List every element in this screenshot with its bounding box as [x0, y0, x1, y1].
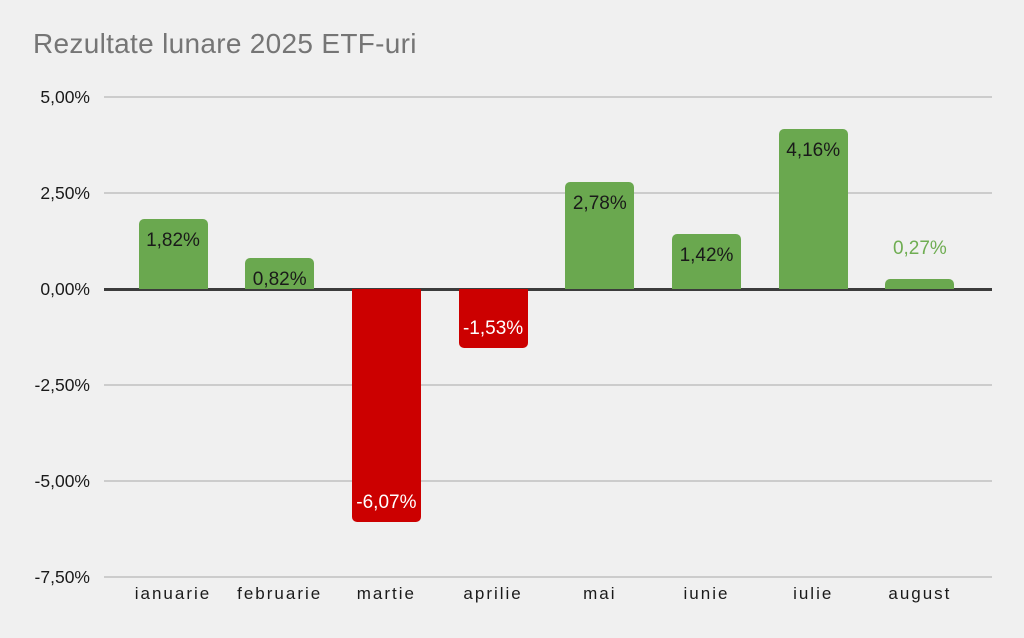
- x-axis-category-label: iulie: [793, 584, 834, 603]
- x-axis-category-label: ianuarie: [134, 584, 212, 603]
- gridline: [104, 96, 992, 98]
- gridline: [104, 576, 992, 578]
- bar-februarie: [245, 257, 315, 289]
- y-axis-tick-label: -7,50%: [34, 567, 90, 587]
- x-axis-category-label: februarie: [237, 584, 323, 603]
- chart-title: Rezultate lunare 2025 ETF-uri: [33, 28, 417, 59]
- bar-august: [885, 278, 955, 289]
- x-axis-category-label: iunie: [683, 584, 730, 603]
- bar-mai: [565, 182, 635, 289]
- y-axis-tick-label: 5,00%: [40, 87, 90, 107]
- gridline: [104, 192, 992, 194]
- bar-value-label: 2,78%: [572, 193, 627, 215]
- bar-value-label: 1,42%: [679, 245, 734, 267]
- bar-iulie: [778, 129, 848, 289]
- x-axis-category-label: mai: [583, 584, 617, 603]
- bar-value-label: 0,82%: [252, 268, 307, 290]
- gridline: [104, 480, 992, 482]
- y-axis-tick-label: -2,50%: [34, 375, 90, 395]
- x-axis-category-label: august: [888, 584, 952, 603]
- bar-value-label: -1,53%: [462, 317, 524, 339]
- y-axis-tick-label: 2,50%: [40, 183, 90, 203]
- bar-aprilie: [458, 289, 528, 348]
- bar-ianuarie: [138, 219, 208, 289]
- zero-axis-line: [104, 287, 992, 291]
- gridline: [104, 384, 992, 386]
- bar-value-label: 0,27%: [892, 237, 947, 259]
- bar-value-label: 1,82%: [146, 230, 200, 252]
- bar-value-label: 4,16%: [786, 140, 841, 162]
- y-axis-tick-label: 0,00%: [40, 279, 90, 299]
- x-axis-category-label: martie: [356, 584, 416, 603]
- bar-iunie: [672, 234, 741, 289]
- x-axis-category-label: aprilie: [463, 584, 523, 603]
- bar-martie: [351, 289, 421, 523]
- bar-value-label: -6,07%: [356, 492, 417, 514]
- y-axis-tick-label: -5,00%: [34, 471, 90, 491]
